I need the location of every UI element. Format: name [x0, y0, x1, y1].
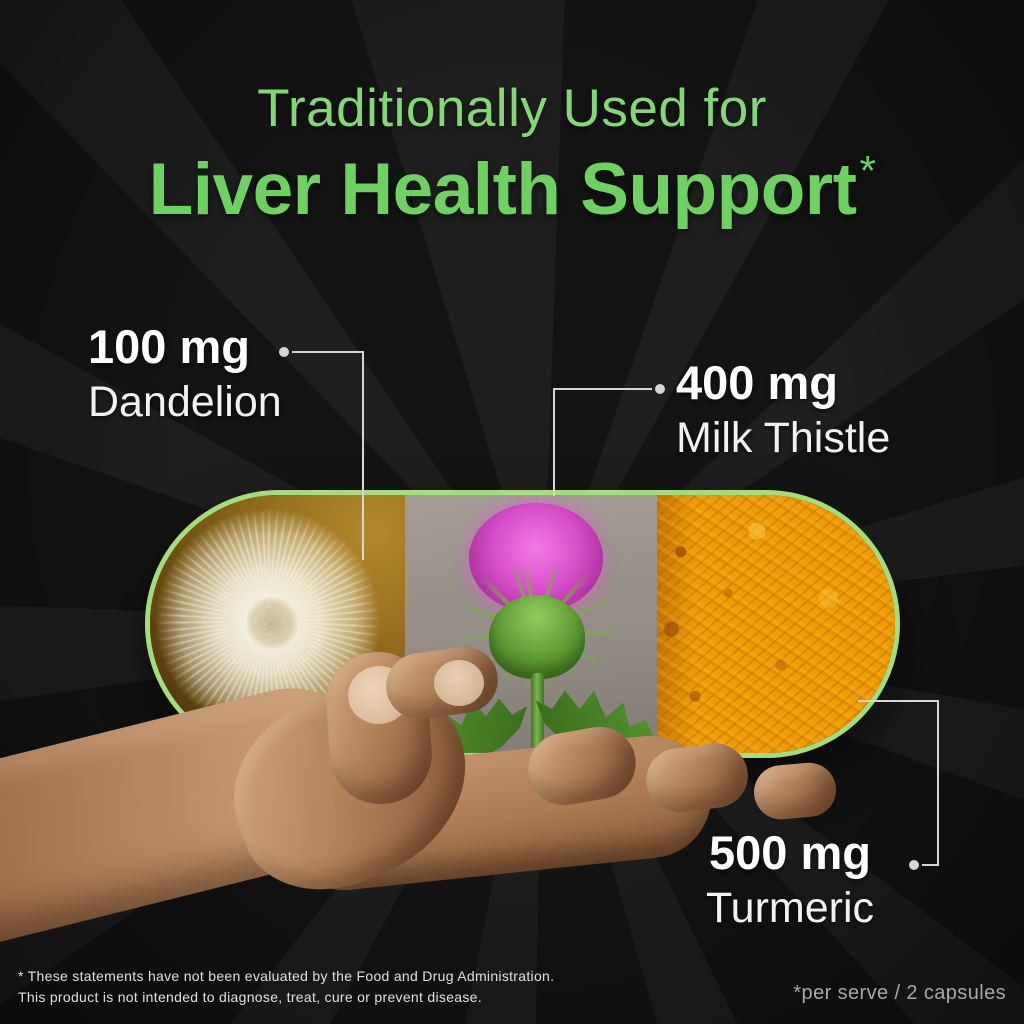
- page-title-text: Liver Health Support: [148, 149, 857, 230]
- fda-disclaimer: * These statements have not been evaluat…: [18, 966, 554, 1008]
- callout-milk-thistle: 400 mg Milk Thistle: [676, 356, 891, 462]
- fda-disclaimer-line2: This product is not intended to diagnose…: [18, 989, 482, 1005]
- dandelion-photo: [150, 495, 405, 753]
- callout-dandelion: 100 mg Dandelion: [88, 320, 282, 426]
- dandelion-fuzz: [156, 509, 380, 733]
- thistle-bract: [489, 595, 585, 679]
- eyebrow-title: Traditionally Used for: [257, 79, 767, 138]
- title-asterisk: *: [859, 146, 876, 194]
- serving-note: *per serve / 2 capsules: [793, 982, 1006, 1004]
- turmeric-amount: 500 mg: [709, 826, 871, 879]
- milk-thistle-amount: 400 mg: [676, 356, 838, 409]
- milk-thistle-name: Milk Thistle: [676, 413, 891, 462]
- page-title: Liver Health Support*: [0, 146, 1024, 231]
- fda-disclaimer-line1: * These statements have not been evaluat…: [18, 968, 555, 984]
- capsule-photo-collage: [145, 490, 900, 758]
- callout-turmeric: 500 mg Turmeric: [672, 826, 908, 932]
- turmeric-name: Turmeric: [705, 883, 874, 932]
- milk-thistle-photo: [405, 495, 657, 753]
- dandelion-amount: 100 mg: [88, 320, 250, 373]
- dandelion-name: Dandelion: [88, 377, 282, 426]
- turmeric-powder-photo: [657, 495, 895, 753]
